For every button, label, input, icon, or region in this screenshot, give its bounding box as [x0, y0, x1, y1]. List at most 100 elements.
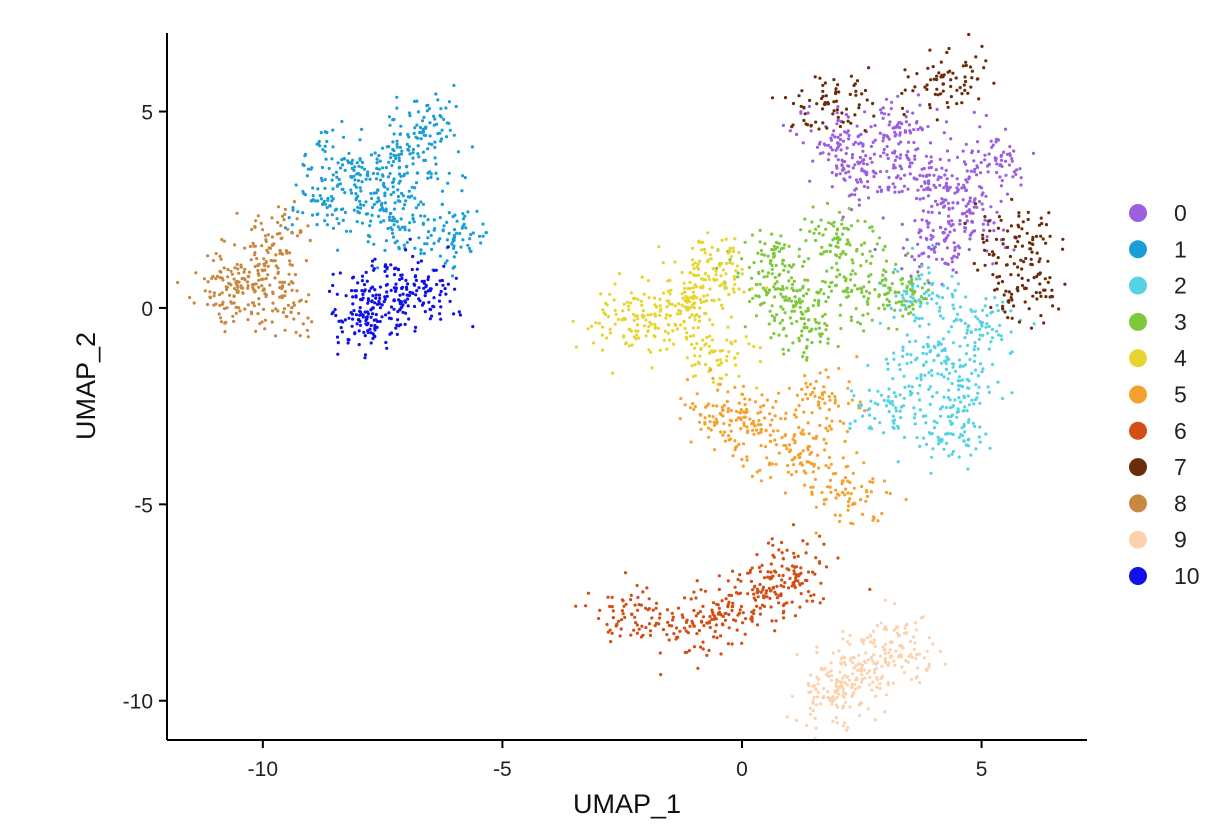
data-point — [780, 551, 784, 555]
data-point — [964, 60, 968, 64]
data-point — [691, 326, 696, 330]
data-point — [737, 401, 741, 405]
data-point — [773, 569, 777, 573]
data-point — [733, 356, 737, 360]
data-point — [849, 685, 853, 690]
data-point — [1002, 293, 1006, 297]
data-point — [470, 145, 474, 149]
legend-label-8: 8 — [1174, 490, 1187, 516]
data-point — [918, 444, 922, 448]
data-point — [868, 480, 872, 484]
data-point — [799, 431, 803, 435]
data-point — [375, 325, 379, 329]
data-point — [323, 219, 327, 223]
data-point — [941, 89, 945, 93]
data-point — [946, 201, 951, 205]
data-point — [996, 138, 1001, 142]
data-point — [744, 617, 748, 621]
data-point — [466, 210, 470, 214]
data-point — [713, 349, 717, 353]
data-point — [1009, 309, 1013, 313]
data-point — [665, 633, 669, 637]
data-point — [766, 271, 771, 275]
data-point — [757, 419, 761, 423]
data-point — [776, 429, 780, 433]
data-point — [403, 322, 407, 326]
data-point — [977, 337, 981, 341]
x-tick-label: 5 — [976, 758, 988, 781]
data-point — [958, 222, 962, 226]
data-point — [407, 189, 411, 193]
data-point — [849, 315, 854, 319]
data-point — [869, 399, 873, 403]
data-point — [270, 235, 274, 239]
data-point — [380, 315, 384, 319]
data-point — [846, 115, 851, 119]
data-point — [387, 311, 391, 315]
data-point — [192, 301, 196, 305]
data-point — [907, 384, 911, 388]
data-point — [597, 616, 601, 621]
data-point — [785, 447, 789, 451]
data-point — [450, 274, 455, 278]
data-point — [383, 194, 387, 198]
data-point — [315, 142, 319, 146]
data-point — [796, 453, 801, 457]
data-point — [423, 294, 427, 298]
data-point — [882, 627, 886, 631]
data-point — [398, 323, 403, 327]
data-point — [919, 300, 923, 304]
data-point — [212, 291, 216, 295]
data-point — [363, 353, 368, 357]
data-point — [658, 348, 662, 352]
data-point — [836, 144, 841, 148]
data-point — [838, 255, 842, 260]
data-point — [810, 220, 814, 224]
data-point — [743, 325, 747, 329]
data-point — [886, 399, 890, 403]
data-point — [935, 391, 939, 395]
data-point — [850, 153, 855, 157]
data-point — [688, 271, 692, 275]
data-point — [969, 85, 973, 89]
data-point — [635, 583, 639, 588]
data-point — [366, 301, 370, 305]
data-point — [714, 273, 718, 277]
data-point — [1042, 321, 1046, 325]
data-point — [790, 282, 795, 287]
data-point — [934, 257, 939, 261]
data-point — [995, 329, 999, 333]
data-point — [447, 100, 451, 104]
data-point — [263, 318, 267, 322]
data-point — [815, 290, 819, 294]
data-point — [224, 320, 228, 324]
data-point — [822, 250, 826, 254]
data-point — [373, 324, 377, 328]
data-point — [980, 193, 984, 197]
data-point — [693, 346, 697, 350]
data-point — [931, 65, 935, 69]
data-point — [266, 233, 270, 237]
data-point — [928, 48, 932, 52]
data-point — [426, 289, 430, 293]
data-point — [1001, 304, 1005, 308]
data-point — [283, 212, 287, 216]
data-point — [463, 214, 467, 218]
data-point — [981, 233, 985, 237]
data-point — [761, 585, 766, 589]
data-point — [834, 284, 838, 288]
data-point — [372, 268, 376, 272]
data-point — [963, 221, 967, 226]
data-point — [413, 283, 417, 287]
data-point — [917, 652, 922, 656]
y-axis-label: UMAP_2 — [71, 332, 101, 440]
data-point — [759, 410, 763, 414]
data-point — [805, 358, 809, 362]
data-point — [812, 695, 816, 699]
data-point — [837, 90, 841, 94]
data-point — [650, 616, 654, 620]
data-point — [377, 167, 381, 171]
data-point — [709, 428, 713, 432]
data-point — [807, 691, 811, 695]
data-point — [915, 628, 919, 632]
